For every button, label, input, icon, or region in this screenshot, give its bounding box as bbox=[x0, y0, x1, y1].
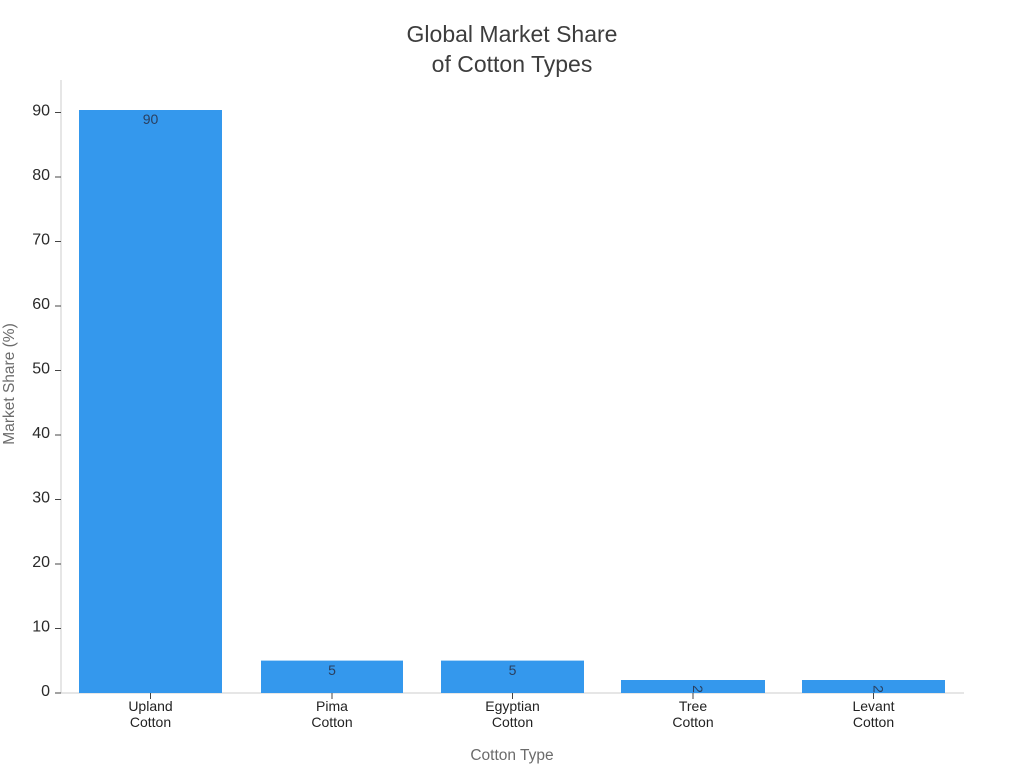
svg-text:Levant: Levant bbox=[852, 698, 894, 714]
svg-text:Cotton: Cotton bbox=[130, 714, 171, 730]
svg-text:90: 90 bbox=[32, 103, 50, 120]
svg-text:30: 30 bbox=[32, 490, 50, 507]
svg-text:80: 80 bbox=[32, 167, 50, 184]
svg-text:Upland: Upland bbox=[128, 698, 172, 714]
svg-text:Cotton: Cotton bbox=[853, 714, 894, 730]
svg-text:2: 2 bbox=[690, 685, 706, 693]
svg-text:Cotton: Cotton bbox=[492, 714, 533, 730]
svg-text:Market Share (%): Market Share (%) bbox=[1, 323, 18, 444]
svg-text:Cotton: Cotton bbox=[672, 714, 713, 730]
svg-text:0: 0 bbox=[41, 683, 50, 700]
svg-text:20: 20 bbox=[32, 554, 50, 571]
svg-text:Egyptian: Egyptian bbox=[485, 698, 539, 714]
svg-text:70: 70 bbox=[32, 232, 50, 249]
svg-text:50: 50 bbox=[32, 361, 50, 378]
svg-text:5: 5 bbox=[509, 662, 517, 678]
svg-text:Cotton: Cotton bbox=[311, 714, 352, 730]
svg-text:40: 40 bbox=[32, 425, 50, 442]
svg-text:10: 10 bbox=[32, 619, 50, 636]
svg-text:Tree: Tree bbox=[679, 698, 707, 714]
svg-text:90: 90 bbox=[143, 111, 159, 127]
svg-text:5: 5 bbox=[328, 662, 336, 678]
svg-text:60: 60 bbox=[32, 296, 50, 313]
svg-text:Cotton Type: Cotton Type bbox=[470, 747, 553, 764]
svg-text:2: 2 bbox=[871, 685, 887, 693]
svg-text:Pima: Pima bbox=[316, 698, 348, 714]
